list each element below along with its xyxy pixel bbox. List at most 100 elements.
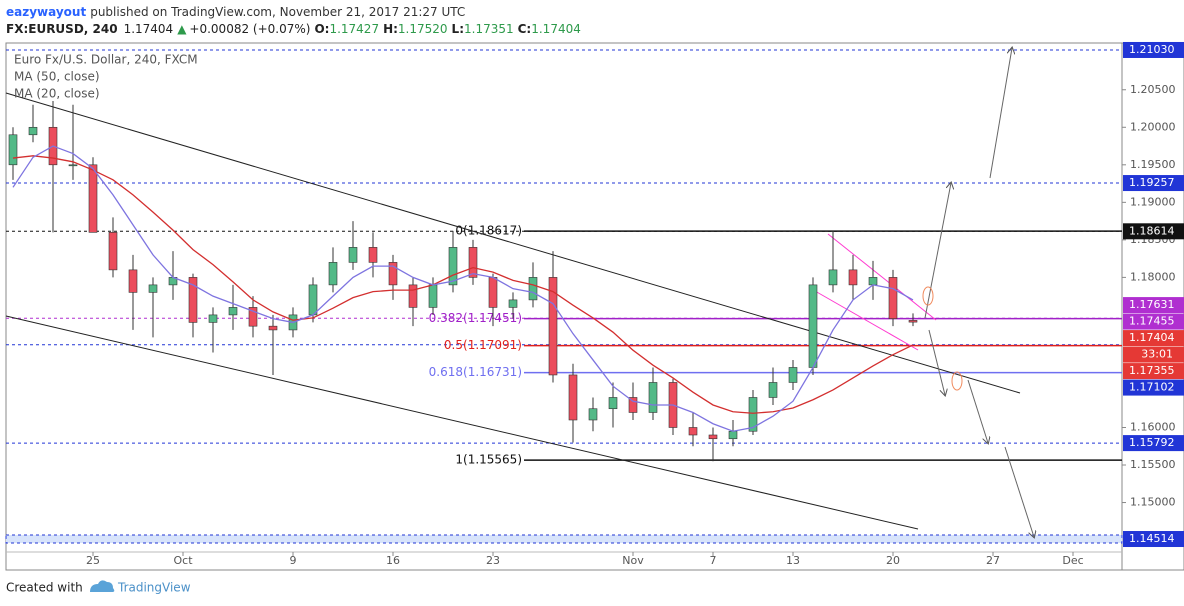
price-label: 1.17102: [1129, 381, 1175, 394]
x-tick-label: 23: [486, 554, 500, 567]
candle-body: [788, 367, 798, 383]
price-label: 1.17404: [1129, 331, 1175, 344]
candle-body: [468, 247, 478, 278]
last: 1.17404: [124, 22, 174, 36]
countdown: 33:01: [1141, 348, 1173, 361]
ohlc-value: 1.17351: [464, 22, 514, 36]
symbol: FX:EURUSD, 240: [6, 22, 118, 36]
price-label-bg: [1123, 379, 1184, 396]
candle-body: [308, 284, 318, 316]
y-tick-label: 1.19500: [1130, 158, 1176, 171]
x-tick-label: Oct: [173, 554, 193, 567]
ohlc-value: 1.17427: [329, 22, 379, 36]
x-tick-label: 16: [386, 554, 400, 567]
candle-body: [328, 262, 338, 286]
candle-body: [128, 269, 138, 293]
header-line: eazywayout published on TradingView.com, …: [6, 5, 465, 19]
price-label-bg: [1123, 435, 1184, 452]
candle-body: [828, 269, 838, 286]
ohlc-label: C:: [518, 22, 532, 36]
candle-body: [608, 397, 618, 410]
price-label: 1.17355: [1129, 364, 1175, 377]
arrow: [967, 379, 988, 443]
candle-body: [528, 277, 538, 301]
candle-body: [588, 408, 598, 421]
x-tick-label: 25: [86, 554, 100, 567]
candle-body: [88, 164, 98, 233]
plot-frame: [5, 42, 1184, 571]
candle-body: [768, 382, 778, 398]
arrow: [924, 183, 951, 319]
countdown-bg: [1123, 346, 1184, 363]
legend-entry: MA (50, close): [14, 70, 100, 84]
price-label-bg: [1123, 531, 1184, 548]
ohlc-label: O:: [314, 22, 329, 36]
candle-body: [28, 126, 38, 136]
candle-body: [268, 325, 278, 331]
candle-body: [388, 262, 398, 286]
candle-body: [888, 277, 898, 319]
y-tick-label: 1.15000: [1130, 496, 1176, 509]
candle-body: [408, 284, 418, 308]
x-tick-label: Nov: [622, 554, 644, 567]
x-tick-label: 27: [986, 554, 1000, 567]
price-label: 1.15792: [1129, 436, 1175, 449]
candle-body: [348, 247, 358, 263]
channel-line: [5, 92, 1021, 394]
footer-logo: [90, 580, 115, 592]
candle-body: [508, 299, 518, 308]
candle-body: [868, 277, 878, 286]
legend-entry: MA (20, close): [14, 87, 100, 101]
y-tick-label: 1.16000: [1130, 420, 1176, 433]
symbol-line: FX:EURUSD, 240 1.17404 ▲ +0.00082 (+0.07%) O…: [6, 22, 581, 36]
fib-label: 0.382(1.17451): [429, 311, 522, 325]
channel-line: [5, 315, 919, 530]
fib-label: 1(1.15565): [455, 453, 522, 467]
published: published on TradingView.com, November 2…: [90, 5, 465, 19]
y-tick-label: 1.20500: [1130, 83, 1176, 96]
drawings: [5, 48, 1034, 537]
level-band: [5, 534, 1123, 544]
price-label-bg: [1123, 363, 1184, 380]
footer-created: Created with: [6, 581, 83, 595]
candle-body: [248, 307, 258, 327]
price-label-bg: [1123, 313, 1184, 330]
highlight-ellipse: [951, 371, 963, 391]
chart-title: Euro Fx/U.S. Dollar, 240, FXCM: [14, 53, 198, 67]
candle-body: [568, 374, 578, 421]
arrow: [989, 48, 1012, 179]
x-tick-label: 13: [786, 554, 800, 567]
ohlc-label: H:: [383, 22, 398, 36]
price-label: 1.21030: [1129, 43, 1175, 56]
candle-body: [648, 382, 658, 413]
ohlc-value: 1.17404: [531, 22, 581, 36]
candle-body: [228, 307, 238, 316]
price-label: 1.18614: [1129, 224, 1175, 237]
candle-body: [68, 164, 78, 167]
candle-body: [728, 430, 738, 440]
candle-body: [848, 269, 858, 286]
candle-body: [488, 277, 498, 308]
ohlc-label: L:: [452, 22, 464, 36]
candle-body: [688, 427, 698, 436]
author[interactable]: eazywayout: [6, 5, 86, 19]
price-label: 1.17631: [1129, 298, 1175, 311]
candle-body: [428, 284, 438, 308]
candle-body: [548, 277, 558, 376]
price-label: 1.19257: [1129, 176, 1175, 189]
fib-label: 0(1.18617): [455, 224, 522, 238]
y-tick-label: 1.15500: [1130, 458, 1176, 471]
y-tick-label: 1.20000: [1130, 120, 1176, 133]
footer-brand[interactable]: TradingView: [117, 581, 191, 595]
wedge-line: [814, 290, 919, 351]
candle-body: [148, 284, 158, 293]
candle-body: [908, 320, 918, 323]
price-label: 1.17455: [1129, 315, 1175, 328]
price-label-bg: [1123, 330, 1184, 347]
price-label-bg: [1123, 223, 1184, 240]
price-label-bg: [1123, 41, 1184, 58]
price-label: 1.14514: [1129, 532, 1175, 545]
